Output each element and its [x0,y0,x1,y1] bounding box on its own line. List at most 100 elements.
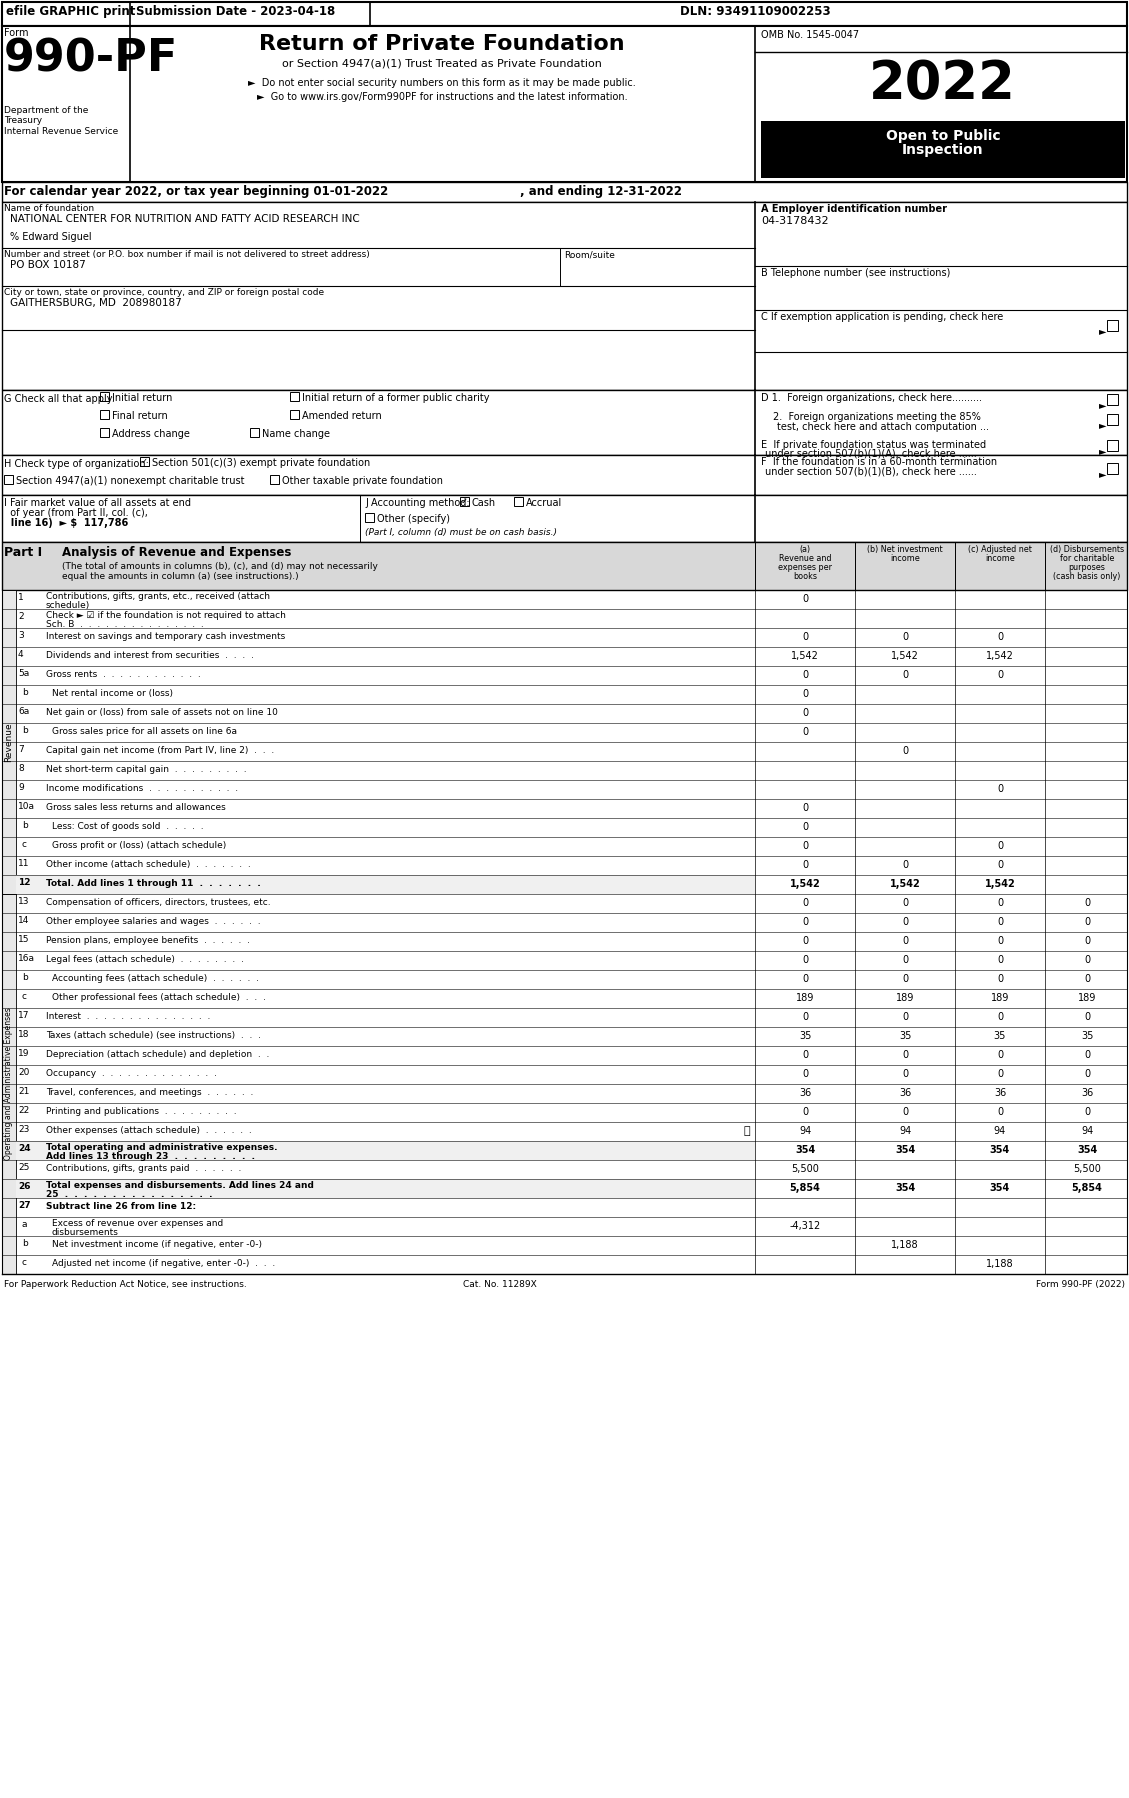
Text: Return of Private Foundation: Return of Private Foundation [260,34,624,54]
Text: Name change: Name change [262,430,330,439]
Text: 4: 4 [18,651,24,660]
Bar [1108,320,1118,331]
Text: City or town, state or province, country, and ZIP or foreign postal code: City or town, state or province, country… [5,288,324,297]
Text: 0: 0 [902,746,908,755]
Text: 0: 0 [1084,937,1091,946]
Text: 0: 0 [802,955,808,966]
Text: 8: 8 [18,764,24,773]
Text: 36: 36 [799,1088,811,1099]
Text: efile GRAPHIC print: efile GRAPHIC print [6,5,135,18]
Text: (c) Adjusted net: (c) Adjusted net [968,545,1032,554]
Text: Gross profit or (loss) (attach schedule): Gross profit or (loss) (attach schedule) [52,841,226,850]
Text: 35: 35 [994,1030,1006,1041]
Text: Section 501(c)(3) exempt private foundation: Section 501(c)(3) exempt private foundat… [152,458,370,467]
Text: Number and street (or P.O. box number if mail is not delivered to street address: Number and street (or P.O. box number if… [5,250,370,259]
Text: 22: 22 [18,1106,29,1115]
Text: ►: ► [1099,399,1106,410]
Text: Subtract line 26 from line 12:: Subtract line 26 from line 12: [46,1203,196,1212]
Bar [290,410,299,419]
Text: 0: 0 [802,937,808,946]
Text: Name of foundation: Name of foundation [5,203,94,212]
Text: Operating and Administrative Expenses: Operating and Administrative Expenses [5,1007,14,1160]
Bar [761,120,1124,178]
Text: 1: 1 [18,593,24,602]
Text: Net investment income (if negative, enter -0-): Net investment income (if negative, ente… [52,1241,262,1250]
Text: 0: 0 [902,1012,908,1021]
Text: 189: 189 [895,992,914,1003]
Text: (a): (a) [799,545,811,554]
Bar [250,428,259,437]
Text: 35: 35 [799,1030,812,1041]
Text: (The total of amounts in columns (b), (c), and (d) may not necessarily: (The total of amounts in columns (b), (c… [62,563,378,572]
Text: 5,500: 5,500 [791,1163,819,1174]
Text: 1,542: 1,542 [984,879,1015,888]
Text: 24: 24 [18,1144,30,1153]
Text: 0: 0 [802,708,808,717]
Text: Accrual: Accrual [526,498,562,509]
Text: 189: 189 [796,992,814,1003]
Text: Form: Form [5,29,28,38]
Text: Interest  .  .  .  .  .  .  .  .  .  .  .  .  .  .  .: Interest . . . . . . . . . . . . . . . [46,1012,210,1021]
Text: b: b [21,726,28,735]
Text: 354: 354 [895,1145,916,1154]
Text: Form 990-PF (2022): Form 990-PF (2022) [1036,1280,1124,1289]
Text: 7: 7 [18,744,24,753]
Text: 0: 0 [802,633,808,642]
Text: 36: 36 [899,1088,911,1099]
Text: 0: 0 [997,975,1003,984]
Text: 25  .  .  .  .  .  .  .  .  .  .  .  .  .  .  .  .: 25 . . . . . . . . . . . . . . . . [46,1190,212,1199]
Text: c: c [21,1259,27,1268]
Bar [460,496,469,505]
Text: 1,188: 1,188 [891,1241,919,1250]
Text: 36: 36 [994,1088,1006,1099]
Text: Other expenses (attach schedule)  .  .  .  .  .  .: Other expenses (attach schedule) . . . .… [46,1126,252,1135]
Text: 189: 189 [991,992,1009,1003]
Text: Gross sales price for all assets on line 6a: Gross sales price for all assets on line… [52,726,237,735]
Text: Address change: Address change [112,430,190,439]
Text: Other income (attach schedule)  .  .  .  .  .  .  .: Other income (attach schedule) . . . . .… [46,859,251,868]
Text: 0: 0 [997,1108,1003,1117]
Text: Excess of revenue over expenses and: Excess of revenue over expenses and [52,1219,224,1228]
Text: ►: ► [1099,446,1106,457]
Text: Gross sales less returns and allowances: Gross sales less returns and allowances [46,804,226,813]
Text: C If exemption application is pending, check here: C If exemption application is pending, c… [761,313,1004,322]
Text: 21: 21 [18,1088,29,1097]
Text: 354: 354 [990,1183,1010,1194]
Text: 0: 0 [802,975,808,984]
Text: under section 507(b)(1)(B), check here ......: under section 507(b)(1)(B), check here .… [765,467,977,476]
Text: 0: 0 [802,1070,808,1079]
Text: 0: 0 [802,1050,808,1061]
Text: 94: 94 [994,1126,1006,1136]
Text: PO BOX 10187: PO BOX 10187 [10,261,86,270]
Text: Accounting fees (attach schedule)  .  .  .  .  .  .: Accounting fees (attach schedule) . . . … [52,975,259,984]
Text: 0: 0 [802,859,808,870]
Text: Room/suite: Room/suite [564,250,615,259]
Text: Initial return of a former public charity: Initial return of a former public charit… [301,394,490,403]
Text: 0: 0 [1084,955,1091,966]
Text: b: b [21,822,28,831]
Text: purposes: purposes [1068,563,1105,572]
Text: Travel, conferences, and meetings  .  .  .  .  .  .: Travel, conferences, and meetings . . . … [46,1088,253,1097]
Bar [2,455,1127,494]
Text: 1,542: 1,542 [789,879,821,888]
Text: 9: 9 [18,782,24,791]
Text: 1,542: 1,542 [891,651,919,662]
Text: 04-3178432: 04-3178432 [761,216,829,227]
Text: Other (specify): Other (specify) [377,514,450,523]
Bar [16,876,755,894]
Text: ►  Do not enter social security numbers on this form as it may be made public.: ► Do not enter social security numbers o… [248,77,636,88]
Text: 354: 354 [990,1145,1010,1154]
Text: 0: 0 [902,671,908,680]
Bar [290,392,299,401]
Text: books: books [793,572,817,581]
Text: a: a [21,1221,27,1230]
Text: 0: 0 [1084,1012,1091,1021]
Text: 0: 0 [802,917,808,928]
Text: 0: 0 [997,841,1003,850]
Bar [1108,414,1118,424]
Text: J Accounting method:: J Accounting method: [365,498,470,509]
Text: of year (from Part II, col. (c),: of year (from Part II, col. (c), [5,509,148,518]
Text: 0: 0 [997,937,1003,946]
Text: 1,542: 1,542 [791,651,819,662]
Text: 0: 0 [902,859,908,870]
